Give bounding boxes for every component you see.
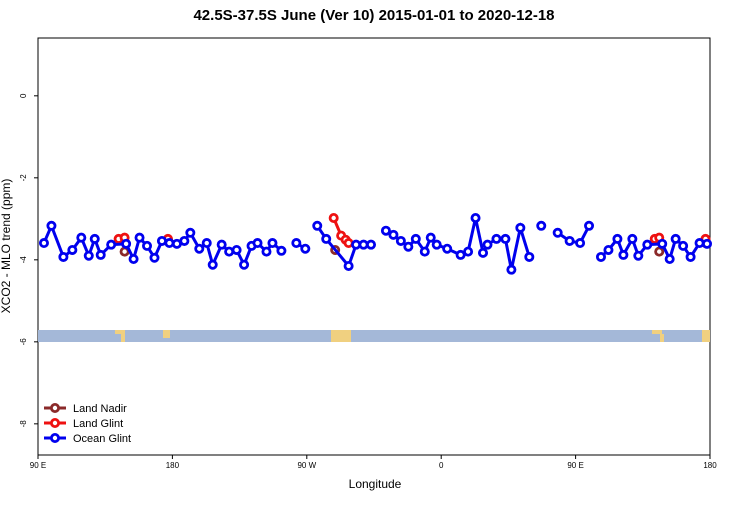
data-point: [442, 243, 453, 254]
chart-title: 42.5S-37.5S June (Ver 10) 2015-01-01 to …: [193, 7, 554, 24]
data-point: [491, 233, 502, 244]
legend-marker: [50, 432, 61, 443]
data-point: [134, 232, 145, 243]
data-point: [276, 245, 287, 256]
data-point: [312, 220, 323, 231]
data-point: [201, 238, 212, 249]
data-point: [185, 227, 196, 238]
data-point: [642, 239, 653, 250]
x-axis-label: Longitude: [349, 477, 402, 491]
y-tick-label: -4: [19, 256, 28, 264]
data-point: [694, 238, 705, 249]
data-point: [76, 232, 87, 243]
x-tick-label: 180: [703, 461, 717, 470]
data-point: [524, 251, 535, 262]
data-point: [89, 233, 100, 244]
data-point: [46, 220, 57, 231]
data-point: [267, 238, 278, 249]
data-point: [506, 264, 517, 275]
data-point: [419, 246, 430, 257]
data-point: [207, 259, 218, 270]
y-tick-label: 0: [19, 93, 28, 98]
data-point: [455, 249, 466, 260]
x-tick-label: 90 E: [30, 461, 46, 470]
data-point: [564, 235, 575, 246]
data-point: [431, 239, 442, 250]
legend-label: Ocean Glint: [73, 433, 131, 445]
surface-strip: [38, 330, 710, 342]
y-axis-label: XCO2 - MLO trend (ppm): [0, 179, 13, 314]
data-point: [67, 244, 78, 255]
data-point: [612, 233, 623, 244]
legend-label: Land Nadir: [73, 403, 127, 415]
data-point: [575, 238, 586, 249]
data-point: [83, 250, 94, 261]
data-point: [536, 220, 547, 231]
data-point: [252, 238, 263, 249]
legend-label: Land Glint: [73, 418, 123, 430]
data-point: [121, 238, 132, 249]
data-point: [584, 220, 595, 231]
data-point: [633, 250, 644, 261]
data-point: [106, 239, 117, 250]
data-point: [627, 233, 638, 244]
land-patches: [115, 330, 710, 342]
y-tick-label: -6: [19, 338, 28, 346]
data-point: [216, 239, 227, 250]
data-point: [552, 227, 563, 238]
data-point: [231, 244, 242, 255]
data-point: [343, 260, 354, 271]
data-point: [482, 239, 493, 250]
data-point: [678, 240, 689, 251]
data-point: [500, 233, 511, 244]
data-point: [478, 247, 489, 258]
data-point: [657, 238, 668, 249]
data-point: [366, 239, 377, 250]
data-point: [128, 254, 139, 265]
data-point: [463, 246, 474, 257]
data-point: [685, 251, 696, 262]
data-point: [388, 229, 399, 240]
data-point: [343, 238, 354, 249]
data-point: [670, 233, 681, 244]
data-point: [515, 222, 526, 233]
data-point: [470, 213, 481, 224]
data-point: [664, 254, 675, 265]
x-tick-label: 0: [439, 461, 444, 470]
data-point: [300, 243, 311, 254]
data-point: [224, 246, 235, 257]
data-point: [395, 235, 406, 246]
data-point: [38, 238, 49, 249]
data-point: [328, 213, 339, 224]
legend-marker: [50, 402, 61, 413]
y-tick-label: -8: [19, 420, 28, 428]
data-point: [142, 240, 153, 251]
data-point: [194, 243, 205, 254]
data-point: [239, 259, 250, 270]
data-point: [654, 246, 665, 257]
y-tick-label: -2: [19, 174, 28, 182]
x-tick-label: 180: [166, 461, 180, 470]
data-point: [261, 246, 272, 257]
x-tick-label: 90 W: [297, 461, 316, 470]
data-point: [321, 233, 332, 244]
data-point: [380, 225, 391, 236]
data-point: [403, 241, 414, 252]
data-point: [410, 233, 421, 244]
data-point: [702, 238, 713, 249]
data-point: [595, 251, 606, 262]
data-point: [291, 238, 302, 249]
data-point: [179, 235, 190, 246]
data-point: [149, 252, 160, 263]
data-point: [618, 249, 629, 260]
data-point: [425, 232, 436, 243]
x-tick-label: 90 E: [567, 461, 583, 470]
data-point: [95, 249, 106, 260]
data-point: [164, 238, 175, 249]
data-point: [58, 251, 69, 262]
legend-marker: [50, 417, 61, 428]
data-point: [603, 244, 614, 255]
